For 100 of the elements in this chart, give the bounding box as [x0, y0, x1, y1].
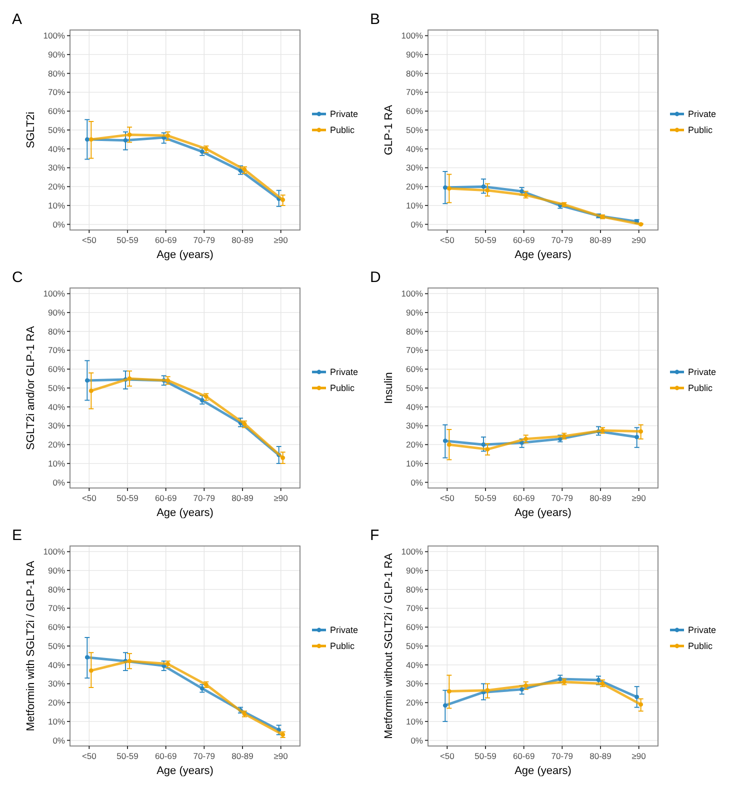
x-tick-label: <50	[82, 235, 97, 245]
x-tick-label: 80-89	[590, 493, 612, 503]
y-tick-label: 90%	[406, 566, 424, 576]
legend-label: Private	[688, 625, 716, 636]
y-tick-label: 40%	[48, 402, 66, 412]
y-tick-label: 80%	[406, 584, 424, 594]
y-tick-label: 60%	[48, 106, 66, 116]
x-tick-label: 50-59	[116, 751, 139, 761]
x-tick-label: 70-79	[193, 751, 216, 761]
y-tick-label: 100%	[401, 546, 424, 557]
y-tick-label: 90%	[48, 566, 66, 576]
y-axis-title: Metformin with SGLT2i / GLP-1 RA	[25, 560, 37, 732]
x-tick-label: 80-89	[232, 751, 254, 761]
y-tick-label: 10%	[406, 458, 424, 468]
y-tick-label: 70%	[48, 603, 66, 614]
y-tick-label: 10%	[48, 716, 66, 726]
legend-label: Public	[330, 125, 356, 136]
legend-label: Private	[330, 367, 358, 378]
y-tick-label: 80%	[48, 326, 66, 336]
y-tick-label: 30%	[48, 162, 66, 173]
x-tick-label: <50	[440, 235, 455, 245]
y-axis-title: GLP-1 RA	[383, 104, 395, 156]
y-tick-label: 90%	[48, 50, 66, 60]
y-tick-label: 30%	[48, 678, 66, 689]
y-tick-label: 70%	[48, 87, 66, 98]
y-tick-label: 90%	[406, 308, 424, 318]
x-tick-label: 80-89	[590, 235, 612, 245]
y-tick-label: 40%	[48, 144, 66, 154]
chart-title: D	[370, 269, 381, 286]
x-tick-label: 70-79	[551, 493, 574, 503]
x-tick-label: 80-89	[590, 751, 612, 761]
y-tick-label: 90%	[406, 50, 424, 60]
y-tick-label: 30%	[406, 162, 424, 173]
x-axis-title: Age (years)	[156, 249, 214, 261]
x-tick-label: 60-69	[512, 493, 535, 503]
legend-label: Public	[688, 383, 714, 394]
y-tick-label: 80%	[48, 68, 66, 78]
x-tick-label: ≥90	[274, 493, 288, 503]
x-tick-label: 70-79	[551, 751, 574, 761]
x-tick-label: 50-59	[474, 235, 497, 245]
y-tick-label: 80%	[406, 326, 424, 336]
y-tick-label: 20%	[48, 182, 66, 192]
y-tick-label: 30%	[406, 420, 424, 431]
x-tick-label: ≥90	[632, 751, 646, 761]
y-tick-label: 10%	[406, 716, 424, 726]
x-tick-label: 70-79	[551, 235, 574, 245]
x-tick-label: 70-79	[193, 493, 216, 503]
y-tick-label: 60%	[406, 106, 424, 116]
y-tick-label: 40%	[406, 660, 424, 670]
y-tick-label: 50%	[406, 124, 424, 135]
y-tick-label: 50%	[406, 382, 424, 393]
x-tick-label: 50-59	[474, 493, 497, 503]
y-tick-label: 10%	[48, 458, 66, 468]
chart-title: F	[370, 527, 380, 544]
x-tick-label: 50-59	[474, 751, 497, 761]
y-tick-label: 40%	[406, 402, 424, 412]
y-tick-label: 0%	[52, 735, 66, 746]
x-axis-title: Age (years)	[514, 249, 572, 261]
x-axis-title: Age (years)	[156, 765, 214, 777]
x-tick-label: ≥90	[274, 751, 288, 761]
x-tick-label: 60-69	[512, 235, 535, 245]
legend-label: Private	[330, 109, 358, 120]
x-axis-title: Age (years)	[514, 765, 572, 777]
y-tick-label: 50%	[48, 640, 66, 651]
legend-label: Public	[330, 383, 356, 394]
chart-title: E	[12, 527, 22, 544]
legend-label: Public	[330, 641, 356, 652]
y-tick-label: 30%	[406, 678, 424, 689]
y-tick-label: 100%	[401, 288, 424, 299]
x-tick-label: 60-69	[154, 235, 177, 245]
y-tick-label: 40%	[406, 144, 424, 154]
x-axis-title: Age (years)	[514, 507, 572, 519]
y-tick-label: 70%	[48, 345, 66, 356]
y-tick-label: 50%	[48, 382, 66, 393]
y-tick-label: 0%	[410, 219, 424, 230]
y-tick-label: 20%	[406, 698, 424, 708]
y-axis-title: Metformin without SGLT2i / GLP-1 RA	[383, 552, 395, 739]
y-tick-label: 0%	[52, 219, 66, 230]
x-axis-title: Age (years)	[156, 507, 214, 519]
x-tick-label: 60-69	[154, 493, 177, 503]
legend-label: Private	[688, 367, 716, 378]
x-tick-label: 50-59	[116, 493, 139, 503]
x-tick-label: <50	[440, 493, 455, 503]
y-tick-label: 50%	[48, 124, 66, 135]
y-tick-label: 50%	[406, 640, 424, 651]
chart-title: B	[370, 11, 380, 28]
chart-title: A	[12, 11, 22, 28]
legend-label: Private	[688, 109, 716, 120]
y-tick-label: 40%	[48, 660, 66, 670]
y-tick-label: 0%	[410, 477, 424, 488]
y-tick-label: 0%	[410, 735, 424, 746]
y-axis-title: Insulin	[383, 372, 395, 404]
x-tick-label: ≥90	[632, 235, 646, 245]
y-tick-label: 30%	[48, 420, 66, 431]
x-tick-label: 60-69	[154, 751, 177, 761]
x-tick-label: 70-79	[193, 235, 216, 245]
chart-title: C	[12, 269, 23, 286]
y-axis-title: SGLT2i	[25, 112, 37, 148]
x-tick-label: 80-89	[232, 235, 254, 245]
x-tick-label: ≥90	[274, 235, 288, 245]
